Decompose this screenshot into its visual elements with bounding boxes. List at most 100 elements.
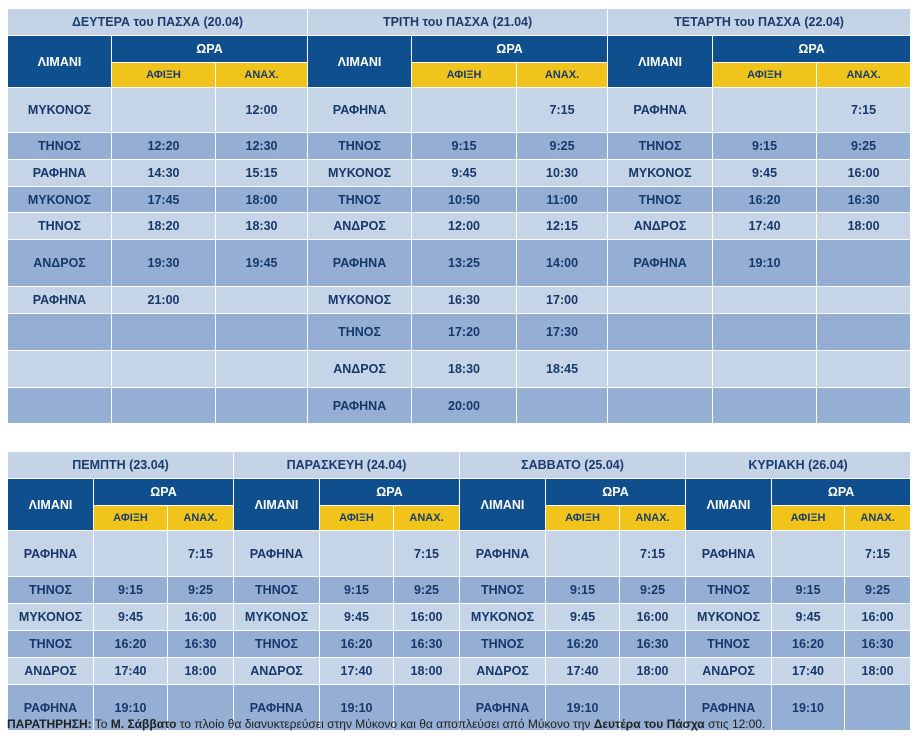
departure-time-cell: 9:25 xyxy=(619,576,687,604)
port-cell xyxy=(7,387,112,424)
port-cell: ΜΥΚΟΝΟΣ xyxy=(7,186,112,213)
departure-time-cell: 16:00 xyxy=(619,603,687,631)
port-cell: ΜΥΚΟΝΟΣ xyxy=(7,603,94,631)
arrival-time-cell: 16:20 xyxy=(545,630,621,658)
schedule-row: ΤΗΝΟΣ 12:20 12:30 ΤΗΝΟΣ 9:15 9:25 ΤΗΝΟΣ 9:15 9:2… xyxy=(7,132,912,160)
day-title: ΠΑΡΑΣΚΕΥΗ (24.04) xyxy=(232,451,461,479)
port-cell: ΡΑΦΗΝΑ xyxy=(7,530,94,577)
day-title: ΤΡΙΤΗ του ΠΑΣΧΑ (21.04) xyxy=(307,8,609,36)
arrival-time-cell: 16:30 xyxy=(411,286,518,314)
departure-time-cell: 17:30 xyxy=(516,313,609,351)
departure-column-header: ΑΝΑΧ. xyxy=(619,505,687,531)
arrival-time-cell: 17:20 xyxy=(411,313,518,351)
departure-time-cell: 9:25 xyxy=(844,576,912,604)
footnote: ΠΑΡΑΤΗΡΗΣΗ: Το Μ. Σάββατο το πλοίο θα δι… xyxy=(7,717,765,731)
arrival-time-cell: 9:45 xyxy=(771,603,846,631)
note-text-2: το πλοίο θα διανυκτερεύσει στην Μύκονο κ… xyxy=(176,717,594,731)
departure-column-header: ΑΝΑΧ. xyxy=(167,505,234,531)
arrival-time-cell: 9:45 xyxy=(93,603,168,631)
time-column-header: ΩΡΑ xyxy=(411,35,609,63)
bottom-schedule-table: ΠΕΜΠΤΗ (23.04) ΠΑΡΑΣΚΕΥΗ (24.04) ΣΑΒΒΑΤΟ (… xyxy=(7,451,912,731)
port-cell: ΜΥΚΟΝΟΣ xyxy=(307,159,413,187)
day-title: ΤΕΤΑΡΤΗ του ΠΑΣΧΑ (22.04) xyxy=(607,8,912,36)
schedule-row: ΑΝΔΡΟΣ 19:30 19:45 ΡΑΦΗΝΑ 13:25 14:00 ΡΑΦΗΝΑ 19… xyxy=(7,239,912,287)
arrival-time-cell: 17:40 xyxy=(712,212,818,240)
port-cell xyxy=(607,387,714,424)
note-bold-saturday: Μ. Σάββατο xyxy=(110,717,177,731)
port-cell: ΑΝΔΡΟΣ xyxy=(607,212,714,240)
port-cell xyxy=(7,313,112,351)
arrival-time-cell xyxy=(111,350,216,388)
time-column-header: ΩΡΑ xyxy=(318,478,461,506)
arrival-time-cell xyxy=(111,313,216,351)
arrival-time-cell: 12:20 xyxy=(111,132,216,160)
departure-time-cell: 18:00 xyxy=(619,657,687,685)
departure-time-cell: 18:00 xyxy=(844,657,912,685)
arrival-time-cell xyxy=(771,530,846,577)
arrival-time-cell xyxy=(319,530,394,577)
port-cell: ΤΗΝΟΣ xyxy=(7,630,94,658)
port-column-header: ΛΙΜΑΝΙ xyxy=(607,35,714,88)
arrival-time-cell: 14:30 xyxy=(111,159,216,187)
arrival-time-cell xyxy=(545,530,621,577)
port-cell: ΡΑΦΗΝΑ xyxy=(7,286,112,314)
port-cell: ΑΝΔΡΟΣ xyxy=(233,657,320,685)
port-cell: ΤΗΝΟΣ xyxy=(233,630,320,658)
departure-time-cell xyxy=(214,313,309,351)
port-cell: ΜΥΚΟΝΟΣ xyxy=(307,286,413,314)
departure-time-cell: 15:15 xyxy=(214,159,309,187)
port-cell: ΑΝΔΡΟΣ xyxy=(685,657,773,685)
arrival-time-cell: 19:30 xyxy=(111,239,216,287)
port-cell: ΜΥΚΟΝΟΣ xyxy=(7,87,112,133)
schedule-row: ΤΗΝΟΣ 16:20 16:30 ΤΗΝΟΣ 16:20 16:30 ΤΗΝΟΣ 16:20… xyxy=(7,630,912,658)
schedule-row: ΡΑΦΗΝΑ 14:30 15:15 ΜΥΚΟΝΟΣ 9:45 10:30 ΜΥΚΟΝΟΣ 9… xyxy=(7,159,912,187)
port-cell: ΤΗΝΟΣ xyxy=(459,576,547,604)
arrival-time-cell xyxy=(93,530,168,577)
schedule-row: ΜΥΚΟΝΟΣ 9:45 16:00 ΜΥΚΟΝΟΣ 9:45 16:00 ΜΥΚΟΝΟΣ 9… xyxy=(7,603,912,631)
arrival-time-cell xyxy=(111,87,216,133)
port-cell: ΤΗΝΟΣ xyxy=(307,132,413,160)
time-column-header: ΩΡΑ xyxy=(545,478,687,506)
port-cell: ΡΑΦΗΝΑ xyxy=(459,530,547,577)
port-column-header: ΛΙΜΑΝΙ xyxy=(7,35,112,88)
port-column-header: ΛΙΜΑΝΙ xyxy=(685,478,773,531)
departure-time-cell: 9:25 xyxy=(816,132,912,160)
time-column-header: ΩΡΑ xyxy=(110,35,309,63)
arrival-time-cell: 9:15 xyxy=(545,576,621,604)
port-cell: ΤΗΝΟΣ xyxy=(459,630,547,658)
arrival-time-cell: 9:45 xyxy=(712,159,818,187)
departure-time-cell: 16:30 xyxy=(392,630,461,658)
arrival-time-cell: 12:00 xyxy=(411,212,518,240)
day-title: ΠΕΜΠΤΗ (23.04) xyxy=(7,451,234,479)
port-cell: ΡΑΦΗΝΑ xyxy=(685,530,773,577)
port-cell: ΡΑΦΗΝΑ xyxy=(307,239,413,287)
departure-time-cell: 11:00 xyxy=(516,186,609,213)
arrival-time-cell xyxy=(111,387,216,424)
arrival-time-cell: 17:40 xyxy=(319,657,394,685)
departure-time-cell: 12:30 xyxy=(214,132,309,160)
schedule-row: ΜΥΚΟΝΟΣ 17:45 18:00 ΤΗΝΟΣ 10:50 11:00 ΤΗΝΟΣ 16:… xyxy=(7,186,912,213)
port-cell: ΑΝΔΡΟΣ xyxy=(7,657,94,685)
departure-time-cell: 16:00 xyxy=(816,159,912,187)
port-cell: ΡΑΦΗΝΑ xyxy=(607,87,714,133)
departure-time-cell: 12:15 xyxy=(516,212,609,240)
note-text-1: Το xyxy=(91,717,111,731)
schedule-row: ΤΗΝΟΣ 9:15 9:25 ΤΗΝΟΣ 9:15 9:25 ΤΗΝΟΣ 9:15 9:25 Τ… xyxy=(7,576,912,604)
schedule-row: ΡΑΦΗΝΑ 20:00 xyxy=(7,387,912,424)
port-cell: ΡΑΦΗΝΑ xyxy=(607,239,714,287)
time-column-header: ΩΡΑ xyxy=(712,35,912,63)
arrival-time-cell: 9:45 xyxy=(411,159,518,187)
arrival-time-cell xyxy=(712,387,818,424)
arrival-time-cell: 20:00 xyxy=(411,387,518,424)
arrival-time-cell: 9:15 xyxy=(319,576,394,604)
schedule-row: ΤΗΝΟΣ 18:20 18:30 ΑΝΔΡΟΣ 12:00 12:15 ΑΝΔΡΟΣ 17:… xyxy=(7,212,912,240)
departure-column-header: ΑΝΑΧ. xyxy=(844,505,912,531)
port-cell: ΑΝΔΡΟΣ xyxy=(459,657,547,685)
schedule-row: ΑΝΔΡΟΣ 18:30 18:45 xyxy=(7,350,912,388)
departure-time-cell: 16:30 xyxy=(816,186,912,213)
port-column-header: ΛΙΜΑΝΙ xyxy=(459,478,547,531)
arrival-time-cell: 17:40 xyxy=(545,657,621,685)
departure-time-cell xyxy=(816,350,912,388)
departure-time-cell xyxy=(619,684,687,731)
departure-time-cell: 18:00 xyxy=(816,212,912,240)
